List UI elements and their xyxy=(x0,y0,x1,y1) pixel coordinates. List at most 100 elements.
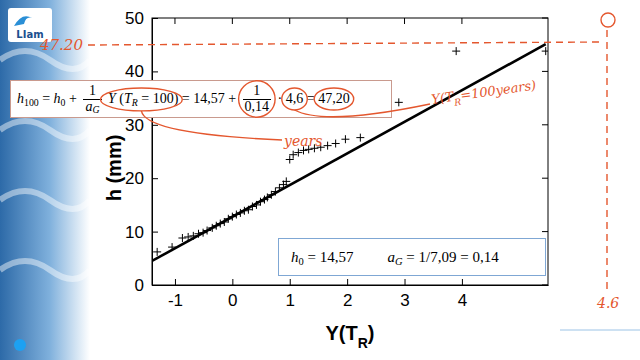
data-point xyxy=(452,47,460,55)
fraction-numerator: 1 xyxy=(89,84,96,99)
formula-part: h xyxy=(291,249,299,265)
y-tick-mark-right xyxy=(542,178,548,179)
wave-stroke xyxy=(0,261,90,279)
background-wave xyxy=(0,0,90,360)
logo-bg xyxy=(8,8,52,42)
x-tick-label: 4 xyxy=(458,291,467,310)
data-point xyxy=(294,149,302,157)
formula-part: = 14,57 xyxy=(304,249,354,265)
x-tick: 4 xyxy=(458,279,467,310)
x-tick-mark-top xyxy=(289,18,290,24)
x-tick: -1 xyxy=(168,279,183,310)
data-point xyxy=(286,156,294,164)
x-tick-mark-top xyxy=(232,18,233,24)
y-axis-title: h (mm) xyxy=(103,135,125,202)
text-run: h xyxy=(291,249,299,265)
x-tick-label: -1 xyxy=(168,291,183,310)
text-run: 47,20 xyxy=(318,91,350,106)
data-point xyxy=(542,47,548,55)
data-point xyxy=(395,98,403,106)
text-run: G xyxy=(395,256,403,267)
x-tick-mark xyxy=(347,279,348,285)
text-run: 0,14 xyxy=(245,99,270,114)
text-run: = 14,57 + xyxy=(178,91,239,106)
x-tick-mark-top xyxy=(404,18,405,24)
text-run: = xyxy=(303,91,318,106)
circle-fraction xyxy=(239,81,276,117)
wave-stroke xyxy=(0,191,90,209)
formula-box: h100 = h0 + 1aG Y (TR = 100) = 14,57 + 1… xyxy=(10,80,392,118)
data-point xyxy=(356,134,364,142)
arrow-years xyxy=(141,111,282,140)
data-point xyxy=(341,135,349,143)
y-tick: 30 xyxy=(125,116,158,135)
y-tick-mark-right xyxy=(542,231,548,232)
formula-part: Y (T xyxy=(105,91,132,107)
fraction: 1aG xyxy=(83,84,101,114)
social-icon xyxy=(14,339,26,351)
y-tick-mark xyxy=(152,125,158,126)
text-run: ( xyxy=(116,91,124,106)
logo-icon xyxy=(14,16,32,26)
text-run: a xyxy=(85,99,92,114)
handwriting-layer: 47.20 4.6 years Y(TR=100years) xyxy=(0,0,640,360)
fit-parameter: aG = 1/7,09 = 0,14 xyxy=(387,249,498,266)
x-tick-label: 3 xyxy=(400,291,409,310)
text-run xyxy=(105,91,109,106)
footer-line xyxy=(560,330,640,331)
handwritten-return-period: Y(TR=100years) xyxy=(430,77,537,111)
data-point xyxy=(305,145,313,153)
text-run: 0 xyxy=(299,256,304,267)
data-point xyxy=(317,143,325,151)
formula-part: + xyxy=(66,91,81,107)
x-tick-label: 2 xyxy=(343,291,352,310)
handwritten-x-end: 4.6 xyxy=(596,295,619,311)
arrow-return-period xyxy=(295,104,430,117)
y-tick: 40 xyxy=(125,62,158,81)
y-tick-label: 0 xyxy=(135,276,144,295)
formula-subscript: R xyxy=(132,97,138,108)
formula-part: a xyxy=(387,249,395,265)
data-point xyxy=(289,151,297,159)
handwritten-years: years xyxy=(283,133,322,149)
fit-line xyxy=(152,44,546,261)
label-part: Y(T xyxy=(430,89,456,107)
x-end-dashed-line xyxy=(606,30,607,290)
fraction-numerator: 1 xyxy=(253,84,260,99)
data-point xyxy=(178,234,186,242)
fraction: 10,14 xyxy=(243,84,272,114)
fit-parameters-box: h0 = 14,57 aG = 1/7,09 = 0,14 xyxy=(278,238,546,276)
x-tick-mark-top xyxy=(174,18,175,24)
text-run: h xyxy=(54,91,61,106)
data-point xyxy=(300,146,308,154)
x-tick-mark xyxy=(175,279,176,285)
fraction-subscript: G xyxy=(92,104,99,115)
x-tick-mark xyxy=(232,279,233,285)
text-run: Y xyxy=(108,91,116,106)
x-axis: -101234 xyxy=(153,279,549,310)
y-tick-label: 10 xyxy=(125,223,144,242)
x-tick-label: 0 xyxy=(228,291,237,310)
x-axis-title: Y(TR) xyxy=(325,322,374,351)
x-tick-mark-top xyxy=(347,18,348,24)
plot-marks xyxy=(152,44,548,261)
y-tick: 10 xyxy=(125,223,158,242)
y-tick-mark xyxy=(152,178,158,179)
formula-part: = 1/7,09 = 0,14 xyxy=(403,249,499,265)
fit-parameter: h0 = 14,57 xyxy=(291,249,353,266)
text-run: = xyxy=(39,91,54,106)
label-part: Y(T xyxy=(325,322,357,344)
level-dashed-line xyxy=(88,42,600,45)
chart-svg: LIam-10123401020304050h (mm)Y(TR) xyxy=(0,0,640,360)
formula-part: 4,6 xyxy=(286,91,304,107)
x-tick: 0 xyxy=(228,279,237,310)
x-tick-mark xyxy=(405,279,406,285)
text-run: = 100) xyxy=(138,91,179,106)
handwritten-level: 47.20 xyxy=(39,36,83,54)
text-run: + xyxy=(66,91,81,106)
y-tick-label: 30 xyxy=(125,116,144,135)
y-tick-label: 40 xyxy=(125,62,144,81)
wave-stroke xyxy=(0,51,90,69)
formula-part: = xyxy=(303,91,318,107)
y-tick-mark xyxy=(152,71,158,72)
